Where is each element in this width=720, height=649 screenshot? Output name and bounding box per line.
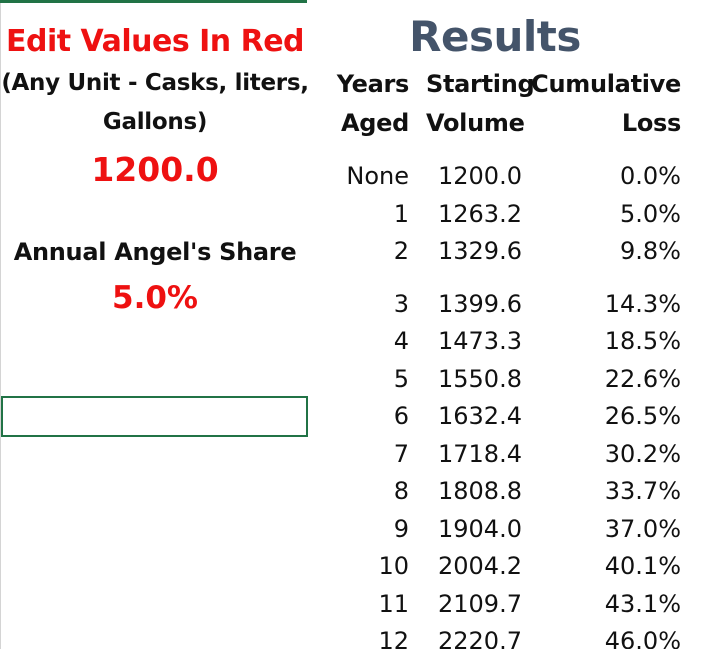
row-starting-volume: 1473.3	[438, 327, 522, 355]
row-starting-volume: 1808.8	[438, 477, 522, 505]
starting-volume-input-cell[interactable]: 1200.0	[91, 150, 219, 189]
row-cumulative-loss: 46.0%	[604, 627, 681, 649]
row-years-aged: 8	[393, 477, 409, 505]
row-years-aged: 10	[378, 552, 409, 580]
header-years-line2: Aged	[340, 109, 409, 137]
header-loss-line1: Cumulative	[531, 70, 681, 98]
results-row[interactable]: 7 1718.4 30.2%	[320, 440, 720, 477]
row-cumulative-loss: 30.2%	[604, 440, 681, 468]
results-row[interactable]: 3 1399.6 14.3%	[320, 290, 720, 327]
row-years-aged: 11	[378, 590, 409, 618]
row-cumulative-loss: 40.1%	[604, 552, 681, 580]
results-row[interactable]: 12 2220.7 46.0%	[320, 627, 720, 649]
unit-note-line1: (Any Unit - Casks, liters,	[1, 70, 309, 96]
header-loss-line2: Loss	[621, 109, 681, 137]
row-years-aged: 9	[393, 515, 409, 543]
header-volume-line2: Volume	[426, 109, 525, 137]
row-years-aged: None	[346, 162, 409, 190]
row-years-aged: 6	[393, 402, 409, 430]
row-cumulative-loss: 5.0%	[620, 200, 681, 228]
row-starting-volume: 1550.8	[438, 365, 522, 393]
row-years-aged: 5	[393, 365, 409, 393]
edit-values-title: Edit Values In Red	[5, 24, 305, 59]
results-row[interactable]: 2 1329.6 9.8%	[320, 237, 720, 274]
grid-left-border	[0, 0, 1, 649]
row-starting-volume: 1200.0	[438, 162, 522, 190]
row-starting-volume: 2109.7	[438, 590, 522, 618]
row-starting-volume: 2220.7	[438, 627, 522, 649]
row-cumulative-loss: 37.0%	[604, 515, 681, 543]
unit-note-line2: Gallons)	[102, 109, 208, 135]
row-cumulative-loss: 22.6%	[604, 365, 681, 393]
selection-edge	[0, 0, 307, 3]
results-row[interactable]: 4 1473.3 18.5%	[320, 327, 720, 364]
row-cumulative-loss: 26.5%	[604, 402, 681, 430]
row-starting-volume: 1632.4	[438, 402, 522, 430]
row-starting-volume: 1718.4	[438, 440, 522, 468]
row-starting-volume: 1904.0	[438, 515, 522, 543]
results-row[interactable]: 1 1263.2 5.0%	[320, 200, 720, 237]
row-years-aged: 3	[393, 290, 409, 318]
row-starting-volume: 1329.6	[438, 237, 522, 265]
results-title: Results	[409, 12, 581, 61]
header-volume-line1: Starting	[426, 70, 535, 98]
angels-share-label: Annual Angel's Share	[13, 238, 297, 266]
results-row[interactable]: 9 1904.0 37.0%	[320, 515, 720, 552]
results-row[interactable]: None 1200.0 0.0%	[320, 162, 720, 199]
angels-share-input-cell[interactable]: 5.0%	[112, 280, 198, 316]
row-starting-volume: 2004.2	[438, 552, 522, 580]
results-row[interactable]: 8 1808.8 33.7%	[320, 477, 720, 514]
results-row[interactable]: 10 2004.2 40.1%	[320, 552, 720, 589]
row-years-aged: 2	[393, 237, 409, 265]
row-years-aged: 4	[393, 327, 409, 355]
row-years-aged: 1	[393, 200, 409, 228]
row-cumulative-loss: 43.1%	[604, 590, 681, 618]
results-row[interactable]: 5 1550.8 22.6%	[320, 365, 720, 402]
header-years-line1: Years	[336, 70, 410, 98]
row-starting-volume: 1263.2	[438, 200, 522, 228]
results-row[interactable]: 11 2109.7 43.1%	[320, 590, 720, 627]
row-cumulative-loss: 18.5%	[604, 327, 681, 355]
active-cell-selection[interactable]	[1, 396, 308, 437]
row-cumulative-loss: 14.3%	[604, 290, 681, 318]
row-cumulative-loss: 33.7%	[604, 477, 681, 505]
row-cumulative-loss: 9.8%	[620, 237, 681, 265]
row-years-aged: 7	[393, 440, 409, 468]
results-row[interactable]: 6 1632.4 26.5%	[320, 402, 720, 439]
row-starting-volume: 1399.6	[438, 290, 522, 318]
row-years-aged: 12	[378, 627, 409, 649]
row-cumulative-loss: 0.0%	[620, 162, 681, 190]
